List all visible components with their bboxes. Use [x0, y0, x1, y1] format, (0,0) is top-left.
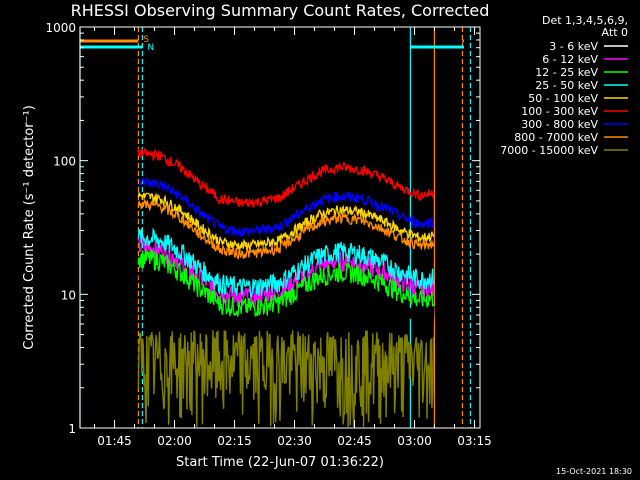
series-line-2 [137, 248, 435, 318]
legend-label-8: 7000 - 15000 keV [500, 144, 598, 157]
x-tick-label: 02:45 [337, 434, 372, 448]
series-line-3 [137, 227, 435, 298]
legend-label-5: 100 - 300 keV [521, 105, 598, 118]
y-tick-label: 1 [68, 422, 76, 436]
legend-header-line: Att 0 [602, 26, 628, 39]
marker-label-n: N [147, 43, 154, 53]
legend-label-0: 3 - 6 keV [549, 40, 598, 53]
series-line-0 [137, 267, 435, 336]
legend-label-4: 50 - 100 keV [528, 92, 598, 105]
y-axis-label: Corrected Count Rate (s⁻¹ detector⁻¹) [22, 105, 37, 350]
y-tick-label: 10 [61, 288, 76, 302]
chart-title: RHESSI Observing Summary Count Rates, Co… [70, 1, 490, 20]
x-tick-label: 02:15 [217, 434, 252, 448]
y-tick-label: 100 [53, 155, 76, 169]
x-tick-label: 03:15 [457, 434, 492, 448]
series-line-5 [137, 147, 435, 208]
series-line-6 [138, 177, 435, 237]
marker-label-s: S [143, 35, 149, 45]
plot-frame [79, 26, 481, 429]
y-tick-label: 1000 [45, 21, 76, 35]
series-line-8 [137, 330, 435, 427]
legend-label-1: 6 - 12 keV [542, 53, 598, 66]
legend-label-3: 25 - 50 keV [535, 79, 598, 92]
series-line-7 [137, 199, 435, 260]
x-axis-label: Start Time (22-Jun-07 01:36:22) [176, 455, 384, 470]
legend-label-2: 12 - 25 keV [535, 66, 598, 79]
x-tick-label: 02:30 [277, 434, 312, 448]
series-line-4 [137, 192, 435, 253]
legend-label-6: 300 - 800 keV [521, 118, 598, 131]
legend-header-line: Det 1,3,4,5,6,9, [542, 14, 628, 27]
x-tick-label: 02:00 [157, 434, 192, 448]
x-tick-label: 03:00 [397, 434, 432, 448]
x-tick-label: 01:45 [97, 434, 132, 448]
timestamp-footer: 15-Oct-2021 18:30 [556, 467, 632, 476]
legend-label-7: 800 - 7000 keV [514, 131, 598, 144]
